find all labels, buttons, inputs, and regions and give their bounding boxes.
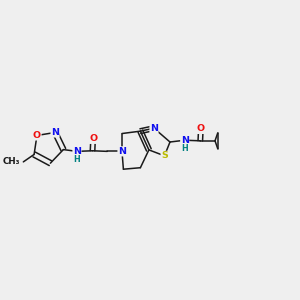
Text: H: H [74, 155, 80, 164]
Text: CH₃: CH₃ [2, 157, 20, 166]
Text: S: S [161, 151, 168, 160]
Text: N: N [118, 147, 126, 156]
Text: O: O [197, 124, 205, 134]
Text: N: N [73, 147, 81, 156]
Text: H: H [181, 144, 188, 153]
Text: O: O [89, 134, 97, 143]
Text: N: N [150, 124, 158, 133]
Text: O: O [33, 131, 41, 140]
Text: N: N [181, 136, 189, 145]
Text: N: N [51, 128, 59, 137]
